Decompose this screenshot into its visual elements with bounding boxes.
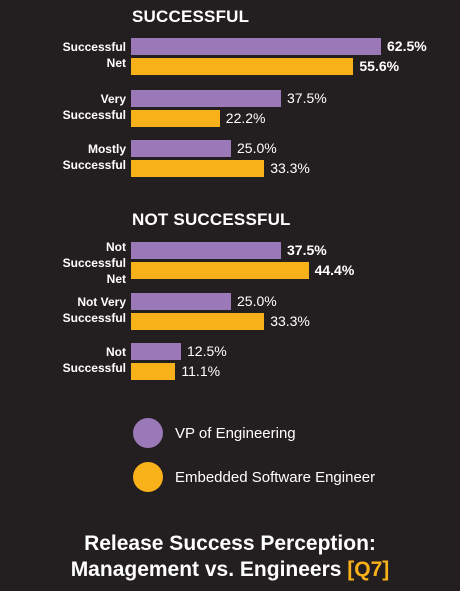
section-title-not-successful: NOT SUCCESSFUL	[132, 210, 291, 229]
value-label-vp: 37.5%	[287, 242, 327, 258]
bar-engineer	[131, 160, 265, 177]
value-label-vp: 25.0%	[237, 293, 277, 309]
value-label-vp: 37.5%	[287, 90, 327, 106]
legend-swatch-vp	[133, 418, 163, 448]
bar-vp	[131, 242, 281, 259]
legend-swatch-engineer	[133, 462, 163, 492]
value-label-engineer: 44.4%	[314, 262, 355, 278]
bar-engineer	[131, 262, 309, 279]
value-label-vp: 25.0%	[237, 140, 277, 156]
bar-engineer	[131, 313, 265, 330]
category-label: Very Successful	[62, 92, 126, 122]
bar-vp	[131, 140, 231, 157]
value-label-vp: 12.5%	[187, 343, 227, 359]
bar-vp	[131, 293, 231, 310]
value-label-engineer: 22.2%	[225, 110, 266, 126]
value-label-vp: 62.5%	[387, 38, 427, 54]
legend-label-engineer: Embedded Software Engineer	[175, 469, 376, 486]
value-label-engineer: 55.6%	[359, 58, 400, 74]
category-label: Not Successful Net	[62, 240, 126, 286]
bar-engineer	[131, 363, 176, 380]
legend-label-vp: VP of Engineering	[175, 425, 296, 442]
category-label: Not Successful	[62, 345, 126, 375]
chart-subtitle: Management vs. Engineers	[70, 558, 342, 581]
section-title-successful: SUCCESSFUL	[132, 7, 250, 26]
value-label-engineer: 11.1%	[181, 363, 221, 379]
value-label-engineer: 33.3%	[270, 313, 310, 329]
category-label: Successful Net	[62, 40, 126, 70]
bar-engineer	[131, 110, 220, 127]
bar-vp	[131, 90, 281, 107]
chart-title-line-2: Management vs. Engineers [Q7]	[0, 557, 460, 583]
chart-title-line-1: Release Success Perception:	[84, 532, 376, 555]
category-label: Not Very Successful	[62, 295, 126, 325]
question-tag: [Q7]	[347, 558, 390, 581]
chart-title: Release Success Perception: Management v…	[0, 531, 460, 583]
bar-vp	[131, 38, 381, 55]
bar-engineer	[131, 58, 354, 75]
category-label: Mostly Successful	[62, 142, 126, 172]
value-label-engineer: 33.3%	[270, 160, 310, 176]
bar-vp	[131, 343, 181, 360]
